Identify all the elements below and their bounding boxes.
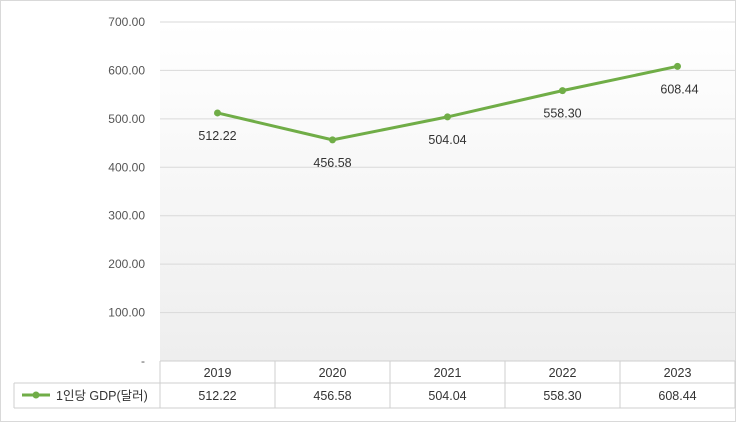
table-value-cell: 558.30 xyxy=(543,389,581,403)
y-tick-label: 600.00 xyxy=(108,63,145,77)
legend: 1인당 GDP(달러) xyxy=(22,389,148,403)
x-category-label: 2022 xyxy=(549,366,577,380)
table-value-cell: 512.22 xyxy=(198,389,236,403)
x-category-label: 2019 xyxy=(204,366,232,380)
y-tick-label: - xyxy=(141,354,145,368)
y-tick-label: 700.00 xyxy=(108,15,145,29)
data-label: 456.58 xyxy=(313,156,351,170)
data-label: 504.04 xyxy=(428,133,466,147)
table-value-cell: 608.44 xyxy=(658,389,696,403)
data-point xyxy=(674,62,681,70)
table-value-cell: 456.58 xyxy=(313,389,351,403)
y-tick-label: 300.00 xyxy=(108,209,145,223)
y-tick-label: 500.00 xyxy=(108,112,145,126)
x-category-label: 2020 xyxy=(319,366,347,380)
data-point xyxy=(214,109,221,117)
y-axis: - 100.00 200.00 300.00 400.00 500.00 600.00 700… xyxy=(108,15,145,368)
legend-label: 1인당 GDP(달러) xyxy=(56,389,148,403)
y-tick-label: 400.00 xyxy=(108,160,145,174)
data-point xyxy=(444,113,451,121)
data-point xyxy=(329,136,336,144)
gridlines xyxy=(160,21,735,314)
data-point xyxy=(559,87,566,95)
data-label: 512.22 xyxy=(198,129,236,143)
data-label: 558.30 xyxy=(543,107,581,121)
plot-area xyxy=(160,22,735,361)
legend-point-marker xyxy=(32,391,40,399)
data-table: 2019 512.22 2020 456.58 2021 504.04 2022 558.30… xyxy=(13,360,736,409)
table-value-cell: 504.04 xyxy=(428,389,466,403)
data-label: 608.44 xyxy=(660,82,698,96)
y-tick-label: 200.00 xyxy=(108,257,145,271)
x-category-label: 2021 xyxy=(434,366,462,380)
series-line-group: 512.22 456.58 504.04 558.30 608.44 xyxy=(198,62,699,170)
x-category-label: 2023 xyxy=(664,366,692,380)
y-tick-label: 100.00 xyxy=(108,306,145,320)
